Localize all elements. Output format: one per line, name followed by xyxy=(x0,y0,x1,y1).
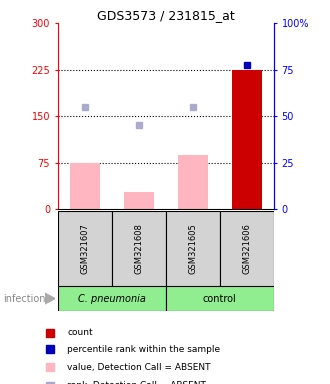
Bar xyxy=(178,155,208,209)
Bar xyxy=(124,192,154,209)
Polygon shape xyxy=(45,293,55,304)
Text: GSM321605: GSM321605 xyxy=(188,223,197,274)
Bar xyxy=(58,286,166,311)
Bar xyxy=(166,286,274,311)
Text: GSM321606: GSM321606 xyxy=(242,223,251,274)
Text: infection: infection xyxy=(3,293,46,304)
Text: percentile rank within the sample: percentile rank within the sample xyxy=(67,345,220,354)
Text: rank, Detection Call = ABSENT: rank, Detection Call = ABSENT xyxy=(67,381,206,384)
Bar xyxy=(70,163,100,209)
Text: GSM321607: GSM321607 xyxy=(80,223,89,274)
Text: count: count xyxy=(67,328,93,337)
Text: value, Detection Call = ABSENT: value, Detection Call = ABSENT xyxy=(67,362,211,372)
Bar xyxy=(166,211,220,286)
Text: C. pneumonia: C. pneumonia xyxy=(78,293,146,304)
Bar xyxy=(220,211,274,286)
Bar xyxy=(58,211,112,286)
Bar xyxy=(112,211,166,286)
Title: GDS3573 / 231815_at: GDS3573 / 231815_at xyxy=(97,9,235,22)
Text: control: control xyxy=(203,293,237,304)
Bar xyxy=(232,70,262,209)
Text: GSM321608: GSM321608 xyxy=(134,223,143,274)
